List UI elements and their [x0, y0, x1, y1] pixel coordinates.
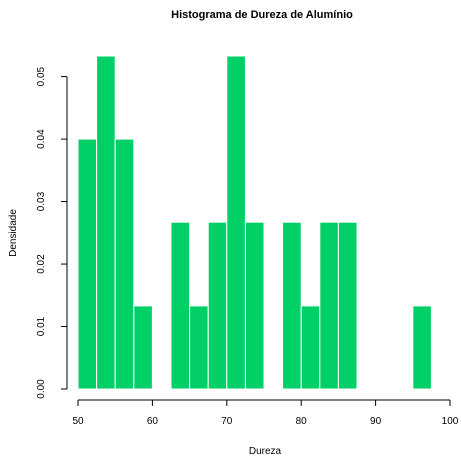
- y-tick-label: 0.04: [36, 129, 47, 149]
- x-tick-label: 50: [72, 416, 84, 427]
- histogram-bar-14: [412, 305, 432, 390]
- y-tick-label: 0.03: [36, 191, 47, 211]
- y-tick-label: 0.01: [36, 316, 47, 336]
- histogram-bar-1: [77, 138, 98, 390]
- x-tick-label: 80: [296, 416, 308, 427]
- x-tick-label: 100: [442, 416, 459, 427]
- histogram-bar-4: [133, 305, 153, 390]
- histogram-bar-5: [170, 221, 191, 390]
- histogram-bar-13: [337, 221, 358, 390]
- y-tick-label: 0.00: [36, 379, 47, 399]
- histogram-bar-12: [319, 221, 339, 390]
- x-tick-label: 90: [370, 416, 382, 427]
- histogram-bar-8: [226, 55, 246, 390]
- y-tick-label: 0.05: [36, 66, 47, 86]
- histogram-bar-2: [96, 55, 116, 390]
- bars-layer: [77, 55, 432, 390]
- histogram-bar-6: [189, 305, 209, 390]
- x-axis: 50 60 70 80 90 100: [72, 399, 459, 427]
- x-tick-label: 70: [221, 416, 233, 427]
- histogram-bar-10: [282, 221, 302, 390]
- histogram-bar-7: [207, 221, 228, 390]
- chart-title: Histograma de Dureza de Alumínio: [171, 9, 353, 21]
- y-tick-label: 0.02: [36, 254, 47, 274]
- y-axis-label: Densidade: [8, 209, 19, 257]
- y-axis: 0.00 0.01 0.02 0.03 0.04 0.05: [36, 66, 68, 399]
- histogram-bar-11: [300, 305, 321, 390]
- histogram-bar-9: [244, 221, 265, 390]
- histogram-bar-3: [114, 138, 135, 390]
- x-axis-label: Dureza: [249, 446, 282, 457]
- x-tick-label: 60: [147, 416, 159, 427]
